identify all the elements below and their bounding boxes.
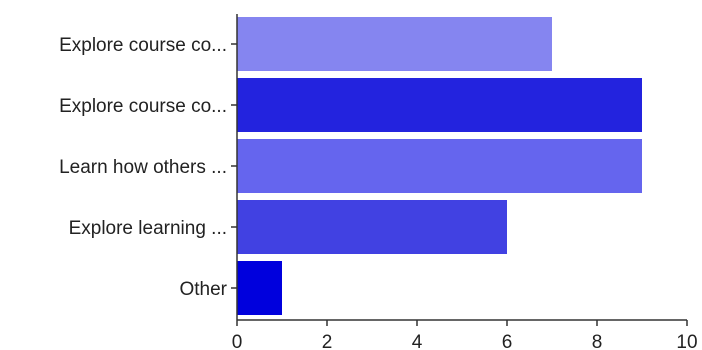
- bars-group: [237, 17, 642, 315]
- category-label: Explore course co...: [59, 35, 227, 56]
- category-label: Other: [179, 279, 227, 300]
- x-tick-label: 2: [322, 332, 333, 350]
- x-tick-label: 4: [412, 332, 423, 350]
- category-label: Explore course co...: [59, 96, 227, 117]
- bar-2: [237, 78, 642, 132]
- x-tick-label: 8: [592, 332, 603, 350]
- bar-5: [237, 261, 282, 315]
- x-tick-label: 10: [676, 332, 697, 350]
- bar-1: [237, 17, 552, 71]
- x-axis-ticks: 0 2 4 6 8 10: [232, 320, 698, 350]
- category-label: Explore learning ...: [69, 218, 227, 239]
- x-tick-label: 0: [232, 332, 243, 350]
- x-tick-label: 6: [502, 332, 513, 350]
- bar-3: [237, 139, 642, 193]
- bar-4: [237, 200, 507, 254]
- category-label: Learn how others ...: [59, 157, 227, 178]
- category-labels: Explore course co... Explore course co...…: [59, 35, 237, 300]
